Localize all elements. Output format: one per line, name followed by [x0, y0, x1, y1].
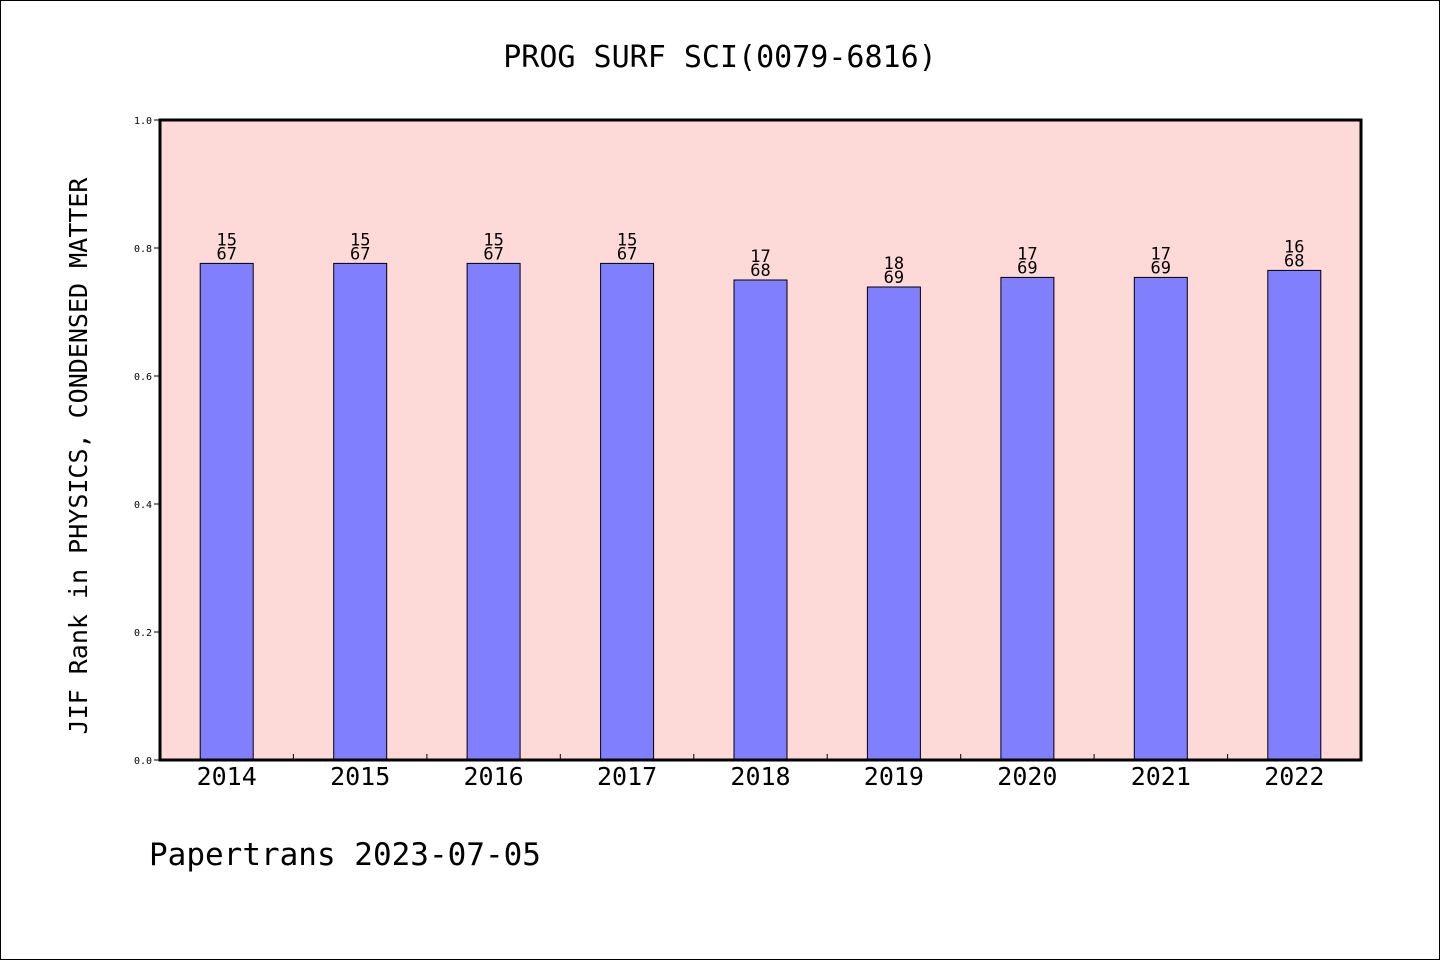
- data-label-total: 68: [1284, 251, 1304, 271]
- footer-credit: Papertrans 2023-07-05: [149, 837, 541, 873]
- data-label-total: 67: [216, 244, 236, 264]
- data-label-rank: 15: [350, 230, 370, 250]
- x-tick-label-2021: 2021: [1131, 762, 1191, 791]
- x-tick-label-2017: 2017: [597, 762, 657, 791]
- y-tick-label: 1.0: [134, 116, 152, 127]
- data-label-rank: 17: [1151, 244, 1171, 264]
- y-tick-label: 0.4: [134, 500, 152, 511]
- bars-layer: [199, 262, 1322, 761]
- x-tick-label-2018: 2018: [730, 762, 790, 791]
- data-label-rank: 17: [1017, 244, 1037, 264]
- data-label-total: 67: [617, 244, 637, 264]
- data-label-total: 69: [1151, 258, 1171, 278]
- x-tick-label-2014: 2014: [197, 762, 257, 791]
- x-tick-label-2022: 2022: [1264, 762, 1324, 791]
- y-tick-label: 0.6: [134, 372, 152, 383]
- data-label-rank: 17: [750, 247, 770, 267]
- x-axis-ticks: 2014 2015 2016 2017 2018 2019 2020 2021 2022: [197, 754, 1324, 791]
- bar-2021: [1133, 276, 1188, 761]
- x-tick-label-2016: 2016: [463, 762, 523, 791]
- data-label-rank: 18: [884, 254, 904, 274]
- data-label-total: 68: [750, 261, 770, 281]
- x-tick-label-2019: 2019: [864, 762, 924, 791]
- data-label-rank: 16: [1284, 237, 1304, 257]
- bar-2016: [466, 262, 521, 761]
- y-tick-label: 0.2: [134, 628, 152, 639]
- y-axis-ticks: 0.0 0.2 0.4 0.6 0.8 1.0: [134, 116, 160, 767]
- bar-2022: [1267, 269, 1322, 761]
- data-label-total: 67: [483, 244, 503, 264]
- data-label-total: 69: [1017, 258, 1037, 278]
- bar-2020: [1000, 276, 1055, 761]
- bar-2014: [199, 262, 254, 761]
- x-tick-label-2015: 2015: [330, 762, 390, 791]
- data-label-total: 69: [884, 268, 904, 288]
- y-axis-label: JIF Rank in PHYSICS, CONDENSED MATTER: [64, 177, 93, 735]
- y-tick-label: 0.0: [134, 756, 152, 767]
- chart-title: PROG SURF SCI(0079-6816): [503, 40, 936, 75]
- bar-2018: [733, 279, 788, 761]
- data-label-rank: 15: [617, 230, 637, 250]
- bar-2015: [333, 262, 388, 761]
- y-tick-label: 0.8: [134, 244, 152, 255]
- plot-frame: [158, 118, 1363, 762]
- data-label-total: 67: [350, 244, 370, 264]
- x-tick-label-2020: 2020: [997, 762, 1057, 791]
- data-label-rank: 15: [216, 230, 236, 250]
- bar-2017: [600, 262, 655, 761]
- bar-2019: [866, 286, 921, 761]
- data-label-rank: 15: [483, 230, 503, 250]
